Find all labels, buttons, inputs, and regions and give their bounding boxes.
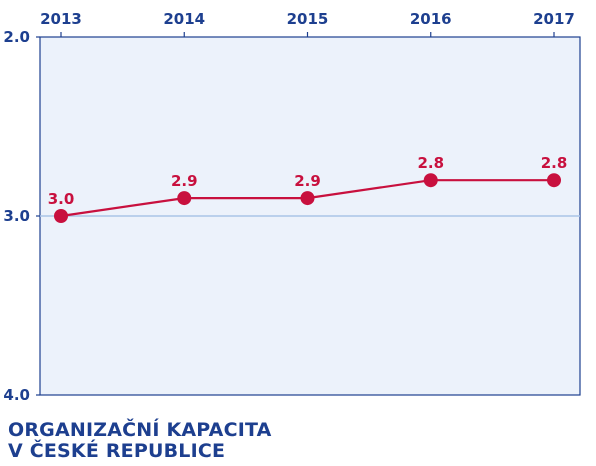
- axes: 2.0 3.0 4.0 2013 2014 2015 2016 2017: [3, 10, 574, 404]
- data-point-1: [177, 191, 192, 206]
- caption-line-1: ORGANIZAČNÍ KAPACITA: [8, 419, 272, 441]
- data-label-3: 2.8: [417, 154, 444, 172]
- y-tick-label-2: 4.0: [3, 386, 30, 404]
- data-label-1: 2.9: [171, 172, 198, 190]
- data-point-3: [423, 173, 438, 188]
- y-tick-label-1: 3.0: [3, 207, 30, 225]
- series: [54, 173, 561, 223]
- data-label-2: 2.9: [294, 172, 321, 190]
- x-tick-label-0: 2013: [40, 10, 82, 28]
- x-tick-label-1: 2014: [163, 10, 205, 28]
- data-label-4: 2.8: [541, 154, 568, 172]
- chart-caption: ORGANIZAČNÍ KAPACITA V ČESKÉ REPUBLICE: [8, 420, 272, 462]
- data-labels: 3.0 2.9 2.9 2.8 2.8: [48, 154, 568, 208]
- x-tick-label-4: 2017: [533, 10, 575, 28]
- data-point-2: [300, 191, 315, 206]
- data-point-4: [547, 173, 561, 188]
- x-tick-label-2: 2015: [287, 10, 329, 28]
- y-tick-label-0: 2.0: [3, 28, 30, 46]
- caption-line-2: V ČESKÉ REPUBLICE: [8, 440, 226, 462]
- data-label-0: 3.0: [48, 190, 75, 208]
- data-point-0: [54, 209, 68, 223]
- x-tick-label-3: 2016: [410, 10, 452, 28]
